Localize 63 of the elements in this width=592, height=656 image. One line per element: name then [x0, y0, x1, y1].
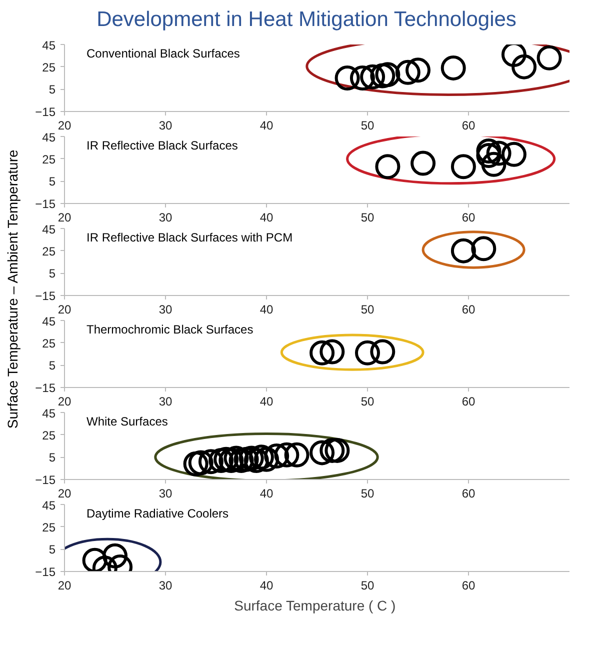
x-tick-label: 60: [462, 118, 476, 132]
x-tick-label: 40: [260, 486, 274, 500]
x-tick-label: 60: [462, 486, 476, 500]
y-tick-label: 5: [48, 450, 56, 465]
x-tick-label: 30: [158, 578, 172, 592]
y-tick-label: 25: [42, 336, 56, 350]
y-tick-label: −15: [35, 197, 56, 211]
x-tick-label: 50: [360, 210, 374, 224]
x-tick-label: 30: [158, 210, 172, 224]
x-tick-label: 40: [260, 118, 274, 132]
x-tick-label: 30: [158, 118, 172, 132]
x-tick-label: 60: [462, 578, 476, 592]
text: IR Reflective Black Surfaces: [86, 138, 238, 152]
x-tick-label: 50: [360, 486, 374, 500]
y-tick-label: 45: [42, 222, 56, 236]
x-tick-label: 50: [360, 578, 374, 592]
y-axis-title: Surface Temperature – Ambient Temperature: [4, 149, 20, 429]
y-tick-label: 45: [42, 130, 56, 144]
y-tick-label: 5: [48, 174, 56, 189]
x-tick-label: 30: [158, 394, 172, 408]
x-tick-label: 50: [360, 118, 374, 132]
x-tick-label: 60: [462, 394, 476, 408]
x-tick-label: 20: [58, 118, 72, 132]
y-tick-label: −15: [35, 105, 56, 119]
x-axis-title: Surface Temperature ( C ): [234, 598, 396, 614]
chart-title: Development in Heat Mitigation Technologies: [96, 7, 516, 33]
y-tick-label: −15: [35, 473, 56, 487]
x-tick-label: 40: [260, 210, 274, 224]
text: Daytime Radiative Coolers: [86, 506, 229, 520]
x-tick-label: 40: [260, 578, 274, 592]
y-tick-label: 5: [48, 358, 56, 373]
x-tick-label: 60: [462, 302, 476, 316]
y-tick-label: 25: [42, 60, 56, 74]
y-tick-label: 45: [42, 498, 56, 512]
x-tick-label: 50: [360, 394, 374, 408]
y-tick-label: 25: [42, 244, 56, 258]
y-tick-label: 5: [48, 266, 56, 281]
y-tick-label: 25: [42, 520, 56, 534]
y-tick-label: 5: [48, 82, 56, 97]
y-tick-label: 45: [42, 406, 56, 420]
x-tick-label: 30: [158, 302, 172, 316]
y-tick-label: 25: [42, 428, 56, 442]
text: Thermochromic Black Surfaces: [86, 322, 254, 336]
text: White Surfaces: [86, 414, 168, 428]
y-tick-label: 5: [48, 542, 56, 557]
y-tick-label: 25: [42, 152, 56, 166]
text: IR Reflective Black Surfaces with PCM: [86, 230, 293, 244]
y-tick-label: 45: [42, 38, 56, 52]
x-tick-label: 20: [58, 394, 72, 408]
y-tick-label: −15: [35, 289, 56, 303]
y-tick-label: −15: [35, 565, 56, 579]
x-tick-label: 50: [360, 302, 374, 316]
x-tick-label: 20: [58, 578, 72, 592]
x-tick-label: 20: [58, 302, 72, 316]
y-tick-label: −15: [35, 381, 56, 395]
x-tick-label: 30: [158, 486, 172, 500]
x-tick-label: 60: [462, 210, 476, 224]
y-tick-label: 45: [42, 314, 56, 328]
x-tick-label: 20: [58, 210, 72, 224]
text: Conventional Black Surfaces: [86, 46, 240, 60]
x-tick-label: 40: [260, 302, 274, 316]
x-tick-label: 40: [260, 394, 274, 408]
x-tick-label: 20: [58, 486, 72, 500]
